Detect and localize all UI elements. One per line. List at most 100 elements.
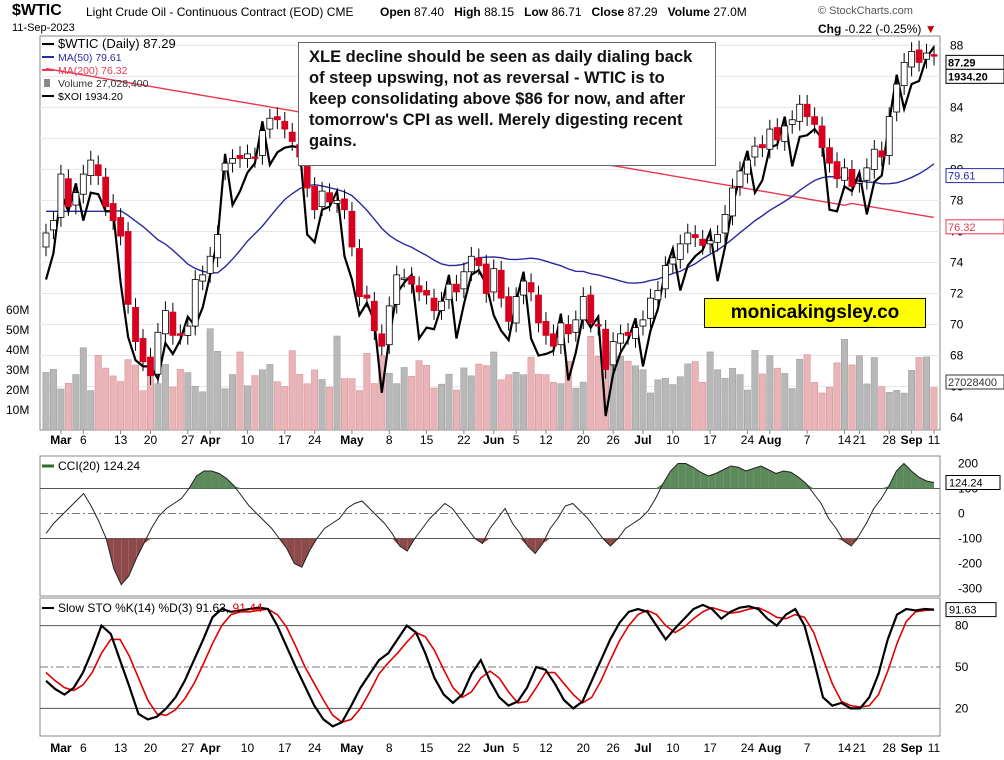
volume-bar bbox=[251, 375, 259, 431]
candle-body bbox=[438, 300, 445, 311]
volume-bar bbox=[617, 355, 625, 431]
x-tick-label: 17 bbox=[703, 433, 717, 447]
candle-body bbox=[870, 148, 878, 170]
volume-bar bbox=[885, 392, 893, 431]
volume-bar bbox=[915, 357, 923, 431]
volume-bar bbox=[438, 383, 445, 431]
x-tick-label: Sep bbox=[901, 433, 923, 447]
x-tick-label: 21 bbox=[853, 433, 867, 447]
candle-body bbox=[915, 49, 923, 63]
volume-bar bbox=[482, 365, 490, 431]
candle-body bbox=[729, 187, 736, 217]
candle-body bbox=[923, 52, 930, 60]
candle-body bbox=[102, 176, 110, 208]
x-tick-label-bottom: 14 bbox=[838, 741, 852, 755]
x-tick-label-bottom: 20 bbox=[144, 741, 158, 755]
candle-body bbox=[50, 220, 57, 231]
candle-body bbox=[94, 164, 102, 177]
candle-body bbox=[564, 324, 572, 335]
candle-body bbox=[356, 248, 363, 297]
symbol: $WTIC bbox=[12, 2, 62, 19]
volume-bar bbox=[893, 390, 901, 431]
cci-legend-label: CCI(20) 124.24 bbox=[58, 459, 140, 473]
x-tick-label-bottom: Aug bbox=[758, 741, 781, 755]
candle-body bbox=[64, 178, 72, 208]
volume-bar bbox=[191, 385, 199, 431]
price-tick-label: 88 bbox=[950, 38, 964, 52]
sto-tick-label: 80 bbox=[955, 619, 969, 633]
volume-tick-label: 60M bbox=[6, 303, 29, 317]
x-tick-label-bottom: 15 bbox=[420, 741, 434, 755]
volume-bar bbox=[363, 352, 371, 431]
volume-bar bbox=[766, 355, 774, 431]
candle-body bbox=[744, 159, 751, 175]
cci-fill-negative bbox=[399, 538, 408, 551]
price-tick-label: 84 bbox=[950, 100, 964, 114]
cci-fill-negative bbox=[535, 538, 543, 554]
volume-bar bbox=[423, 365, 431, 431]
x-tick-label: 7 bbox=[804, 433, 811, 447]
volume-bar bbox=[579, 381, 587, 431]
chart-header: $WTIC Light Crude Oil - Continuous Contr… bbox=[0, 0, 1004, 36]
candle-body bbox=[311, 186, 319, 211]
volume-bar bbox=[132, 364, 139, 431]
candle-body bbox=[72, 192, 80, 206]
x-tick-label-bottom: 17 bbox=[703, 741, 717, 755]
candle-body bbox=[490, 268, 498, 293]
volume-bar bbox=[311, 369, 319, 431]
candle-body bbox=[199, 274, 207, 282]
volume-bar bbox=[878, 386, 886, 431]
candle-body bbox=[647, 297, 654, 319]
volume-legend-label: Volume 27,028,400 bbox=[58, 78, 149, 90]
candle-body bbox=[557, 322, 565, 346]
x-tick-label-bottom: 5 bbox=[513, 741, 520, 755]
cci-fill-positive bbox=[219, 473, 227, 489]
low-label: Low bbox=[524, 5, 549, 19]
candle-body bbox=[139, 338, 147, 363]
x-tick-label-bottom: 6 bbox=[80, 741, 87, 755]
volume-bar bbox=[512, 371, 520, 431]
volume-bar bbox=[863, 383, 871, 431]
candle-body bbox=[751, 145, 759, 158]
candle-body bbox=[512, 296, 520, 324]
volume-bar bbox=[467, 375, 475, 431]
volume-bar bbox=[743, 389, 751, 431]
x-tick-label-bottom: 7 bbox=[804, 741, 811, 755]
candle-body bbox=[453, 283, 460, 293]
x-tick-label: 24 bbox=[308, 433, 322, 447]
cci-fill-negative bbox=[520, 538, 528, 546]
cci-fill-negative bbox=[286, 538, 295, 564]
volume-bar bbox=[236, 351, 244, 431]
sto-tick-label: 20 bbox=[955, 701, 969, 715]
candle-body bbox=[370, 300, 378, 332]
x-tick-label-bottom: 26 bbox=[606, 741, 620, 755]
candle-body bbox=[736, 170, 744, 187]
candle-body bbox=[400, 277, 408, 280]
candle-body bbox=[42, 232, 50, 248]
sto-d-line bbox=[45, 606, 935, 724]
cci-fill-positive bbox=[211, 471, 220, 489]
volume-bar bbox=[930, 387, 938, 431]
volume-bar bbox=[826, 386, 833, 431]
candle-body bbox=[505, 296, 513, 322]
candle-body bbox=[244, 153, 251, 159]
candle-body bbox=[445, 283, 453, 301]
volume-label: Volume bbox=[667, 5, 711, 19]
x-tick-label-bottom: 28 bbox=[883, 741, 897, 755]
cci-fill-positive bbox=[745, 468, 754, 489]
volume-bar bbox=[564, 361, 572, 431]
volume-bar bbox=[303, 383, 311, 431]
candle-body bbox=[639, 319, 647, 327]
candle-body bbox=[796, 103, 804, 122]
candle-body bbox=[221, 162, 229, 172]
volume-bar bbox=[751, 350, 759, 431]
candle-body bbox=[550, 333, 557, 347]
volume-bar bbox=[587, 336, 595, 431]
cci-tick-label: 0 bbox=[958, 507, 965, 521]
cci-fill-positive bbox=[678, 463, 686, 489]
candle-body bbox=[609, 341, 617, 366]
candle-body bbox=[482, 263, 490, 294]
volume-tick-label: 50M bbox=[6, 323, 29, 337]
cci-fill-negative bbox=[843, 538, 852, 546]
candle-body bbox=[176, 333, 184, 336]
